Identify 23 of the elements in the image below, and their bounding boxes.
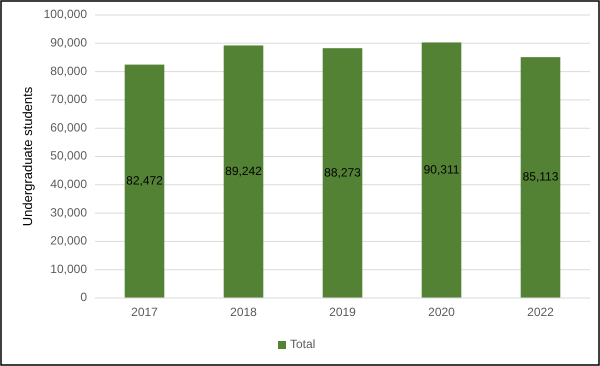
x-tick-label: 2019: [329, 305, 356, 319]
data-label: 89,242: [225, 164, 262, 178]
data-label: 85,113: [522, 170, 559, 184]
y-tick-label: 20,000: [50, 234, 88, 248]
y-tick-label: 70,000: [50, 92, 88, 106]
x-tick-label: 2020: [428, 305, 456, 319]
x-tick-label: 2017: [131, 305, 158, 319]
y-tick-label: 100,000: [44, 7, 88, 22]
data-label: 82,472: [126, 173, 164, 188]
y-tick-label: 30,000: [50, 205, 88, 220]
y-tick-label: 50,000: [50, 148, 88, 163]
data-label: 90,311: [424, 162, 460, 176]
x-tick-label: 2022: [527, 305, 554, 319]
y-tick-label: 40,000: [50, 176, 88, 191]
y-axis-title: Undergraduate students: [20, 86, 35, 226]
y-tick-label: 60,000: [50, 120, 88, 134]
y-tick-label: 0: [80, 290, 88, 304]
x-tick-label: 2018: [230, 305, 258, 319]
y-tick-label: 90,000: [50, 35, 88, 50]
data-label: 88,273: [324, 165, 362, 180]
y-tick-label: 10,000: [50, 262, 88, 276]
legend-label: Total: [290, 337, 316, 352]
y-tick-label: 80,000: [50, 64, 88, 78]
